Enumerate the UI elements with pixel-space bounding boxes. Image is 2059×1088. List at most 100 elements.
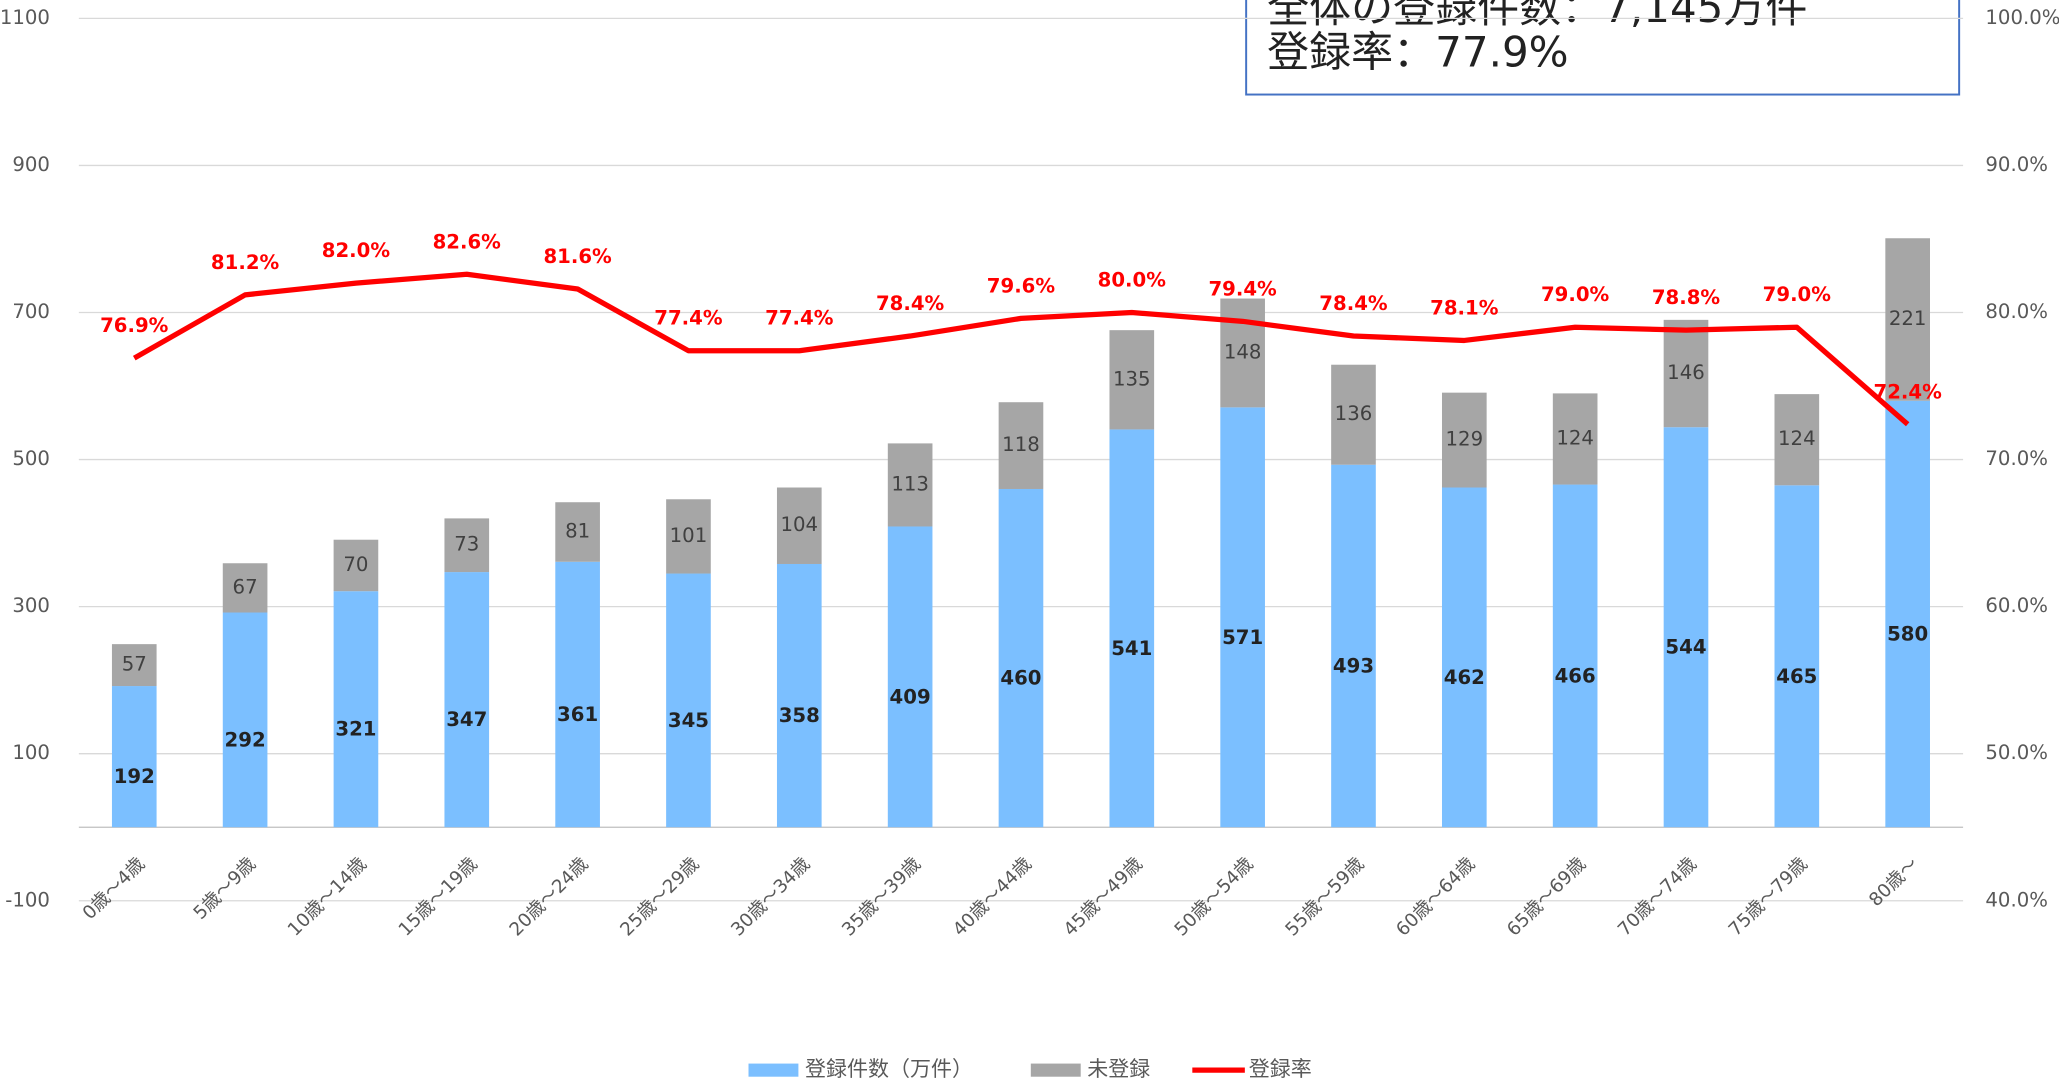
y-tick-label: 700 (12, 300, 50, 323)
y2-tick-label: 70.0% (1985, 447, 2048, 470)
x-tick-label: 10歳～14歳 (284, 854, 371, 941)
bar (1220, 298, 1265, 408)
data-label: 79.0% (1763, 283, 1832, 306)
data-label: 460 (1000, 667, 1041, 690)
bar (1885, 238, 1930, 401)
y2-tick-label: 90.0% (1985, 153, 2048, 176)
data-label: 146 (1667, 361, 1705, 384)
bar (887, 443, 933, 527)
bar (1663, 319, 1709, 428)
data-label: 136 (1335, 402, 1373, 425)
data-label: 465 (1776, 665, 1817, 688)
bar (333, 539, 379, 592)
bar (998, 488, 1044, 828)
data-label: 104 (781, 513, 819, 536)
legend-label: 未登録 (1087, 1057, 1150, 1081)
data-label: 544 (1665, 636, 1706, 659)
x-tick-label: 55歳～59歳 (1282, 854, 1369, 941)
data-label: 466 (1555, 664, 1596, 687)
data-label: 72.4% (1874, 380, 1943, 403)
data-label: 70 (343, 553, 368, 576)
y-tick-label: 100 (12, 741, 50, 764)
x-tick-label: 70歳～74歳 (1614, 854, 1701, 941)
bar (666, 499, 711, 574)
x-tick-label: 50歳～54歳 (1171, 854, 1258, 941)
annotation: 全体の登録件数：7,145万件 (1267, 0, 1807, 32)
data-label: 358 (779, 704, 820, 727)
data-label: 118 (1002, 433, 1040, 456)
x-tick-label: 25歳～29歳 (617, 854, 704, 941)
bar (1441, 487, 1487, 828)
data-label: 462 (1444, 666, 1485, 689)
bar (1774, 394, 1820, 486)
data-label: 81.6% (543, 245, 612, 268)
bar (666, 573, 711, 828)
x-tick-label: 45歳～49歳 (1060, 854, 1147, 941)
y-tick-label: 300 (12, 594, 50, 617)
bar (444, 518, 490, 573)
data-label: 57 (122, 653, 147, 676)
bar (1220, 407, 1265, 828)
data-label: 409 (890, 685, 931, 708)
data-label: 135 (1113, 367, 1151, 390)
bar (776, 487, 822, 564)
data-label: 73 (454, 533, 479, 556)
x-tick-label: 20歳～24歳 (506, 854, 593, 941)
y2-tick-label: 100.0% (1985, 6, 2059, 29)
data-label: 124 (1556, 426, 1594, 449)
x-tick-label: 5歳～9歳 (190, 854, 260, 924)
legend-label: 登録率 (1249, 1057, 1312, 1081)
bar (1441, 392, 1487, 488)
bar (1331, 464, 1376, 828)
bar (1774, 485, 1820, 828)
data-label: 129 (1446, 428, 1484, 451)
data-label: 82.6% (433, 230, 502, 253)
annotation: 登録率：77.9% (1267, 28, 1568, 77)
bar (555, 502, 600, 562)
data-label: 78.4% (1319, 292, 1388, 315)
x-tick-label: 30歳～34歳 (727, 854, 814, 941)
bar (111, 686, 157, 828)
y2-tick-label: 50.0% (1985, 741, 2048, 764)
x-tick-label: 35歳～39歳 (838, 854, 925, 941)
x-tick-label: 40歳～44歳 (949, 854, 1036, 941)
data-label: 79.0% (1541, 283, 1610, 306)
x-tick-label: 0歳～4歳 (79, 854, 149, 924)
bar (998, 402, 1044, 489)
data-label: 493 (1333, 654, 1374, 677)
data-label: 292 (225, 728, 266, 751)
data-label: 81 (565, 519, 590, 542)
data-label: 78.8% (1652, 286, 1721, 309)
legend-swatch (748, 1063, 799, 1077)
data-label: 76.9% (100, 314, 169, 337)
data-label: 80.0% (1098, 268, 1167, 291)
data-label: 77.4% (654, 307, 723, 330)
data-label: 113 (891, 472, 929, 495)
bar (555, 561, 600, 828)
data-label: 78.1% (1430, 296, 1499, 319)
data-label: 81.2% (211, 251, 280, 274)
bar (111, 644, 157, 687)
data-label: 347 (446, 708, 487, 731)
y2-tick-label: 80.0% (1985, 300, 2048, 323)
bar (1331, 364, 1376, 465)
x-tick-label: 80歳～ (1865, 854, 1922, 911)
data-label: 79.6% (987, 274, 1056, 297)
bar (222, 612, 268, 828)
bar (1552, 393, 1598, 485)
bar (1109, 429, 1155, 828)
data-label: 345 (668, 709, 709, 732)
bar (1109, 330, 1155, 430)
x-tick-label: 75歳～79歳 (1725, 854, 1812, 941)
y2-tick-label: 40.0% (1985, 888, 2048, 911)
bar (776, 563, 822, 828)
x-tick-label: 15歳～19歳 (395, 854, 482, 941)
y2-tick-label: 60.0% (1985, 594, 2048, 617)
bar (333, 591, 379, 828)
data-label: 124 (1778, 427, 1816, 450)
x-tick-label: 65歳～69歳 (1503, 854, 1590, 941)
bar (887, 526, 933, 828)
y-tick-label: -100 (5, 888, 50, 911)
data-label: 192 (114, 765, 155, 788)
